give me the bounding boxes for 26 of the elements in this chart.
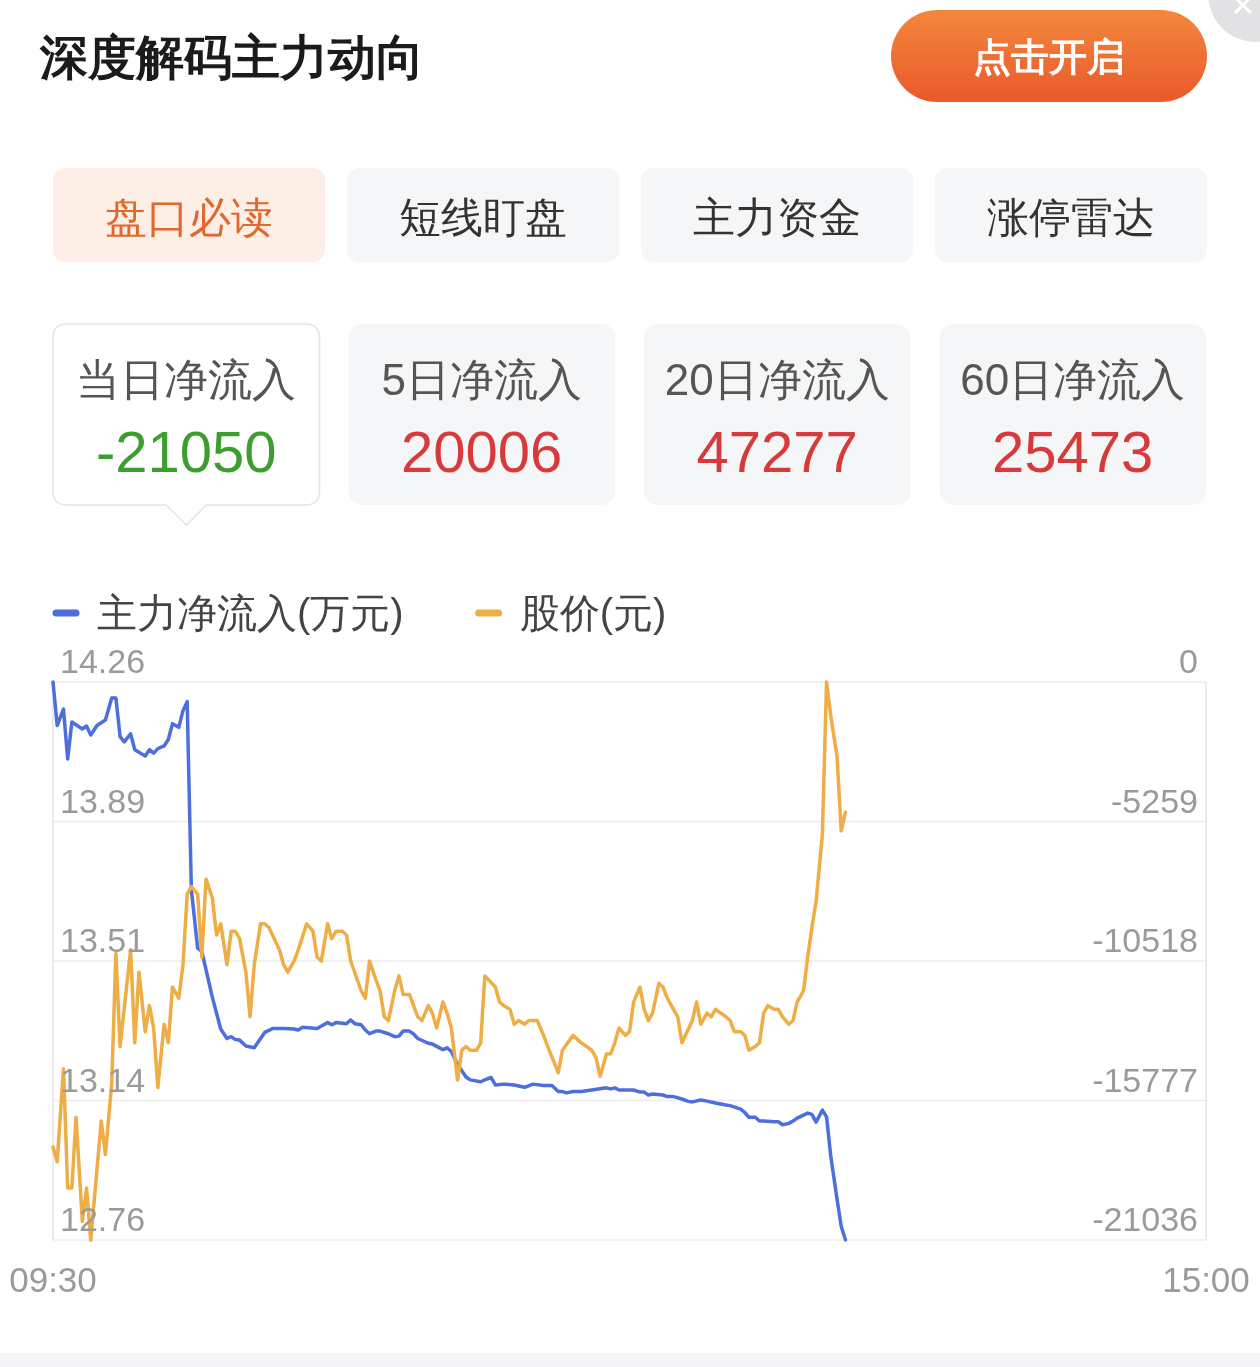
button: 点击开启 xyxy=(891,10,1207,102)
y-tick-label: 13.89 xyxy=(60,781,146,820)
x-tick-label: 09:30 xyxy=(9,1260,97,1299)
data-label: -21050 xyxy=(95,419,277,484)
y-tick-label: 14.26 xyxy=(60,642,146,680)
category-label: 20日净流入 xyxy=(664,355,890,404)
category-label: 5日净流入 xyxy=(381,355,582,404)
data-label: 25473 xyxy=(992,419,1154,484)
y2-tick-label: -15777 xyxy=(1092,1060,1198,1099)
text: 涨停雷达 xyxy=(987,194,1155,241)
text: 盘口必读 xyxy=(105,194,273,241)
y-tick-label: 13.51 xyxy=(60,921,146,959)
category-label: 60日净流入 xyxy=(960,355,1186,404)
legend-label: 主力净流入(万元) xyxy=(97,591,404,635)
y2-tick-label: -10518 xyxy=(1092,921,1198,959)
y2-tick-label: 0 xyxy=(1179,642,1198,680)
text: 短线盯盘 xyxy=(399,194,567,241)
data-label: 47277 xyxy=(696,419,858,484)
category-label: 当日净流入 xyxy=(76,355,297,404)
text: 深度解码主力动向 xyxy=(39,31,424,84)
legend-label: 股价(元) xyxy=(519,591,667,635)
data-label: 20006 xyxy=(401,419,563,484)
y2-tick-label: -21036 xyxy=(1092,1200,1198,1238)
y2-tick-label: -5259 xyxy=(1111,781,1198,820)
text: 主力资金 xyxy=(693,194,861,241)
x-tick-label: 15:00 xyxy=(1162,1260,1250,1299)
